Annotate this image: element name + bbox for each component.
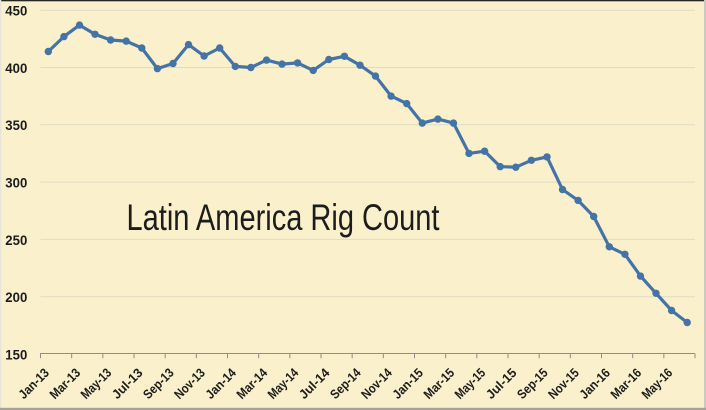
svg-text:150: 150 (5, 347, 27, 362)
svg-text:200: 200 (5, 290, 27, 305)
svg-text:250: 250 (5, 233, 27, 248)
svg-text:350: 350 (5, 118, 27, 133)
svg-text:Latin America Rig Count: Latin America Rig Count (127, 197, 441, 238)
svg-text:300: 300 (5, 176, 27, 191)
svg-text:450: 450 (5, 4, 27, 19)
svg-text:400: 400 (5, 61, 27, 76)
